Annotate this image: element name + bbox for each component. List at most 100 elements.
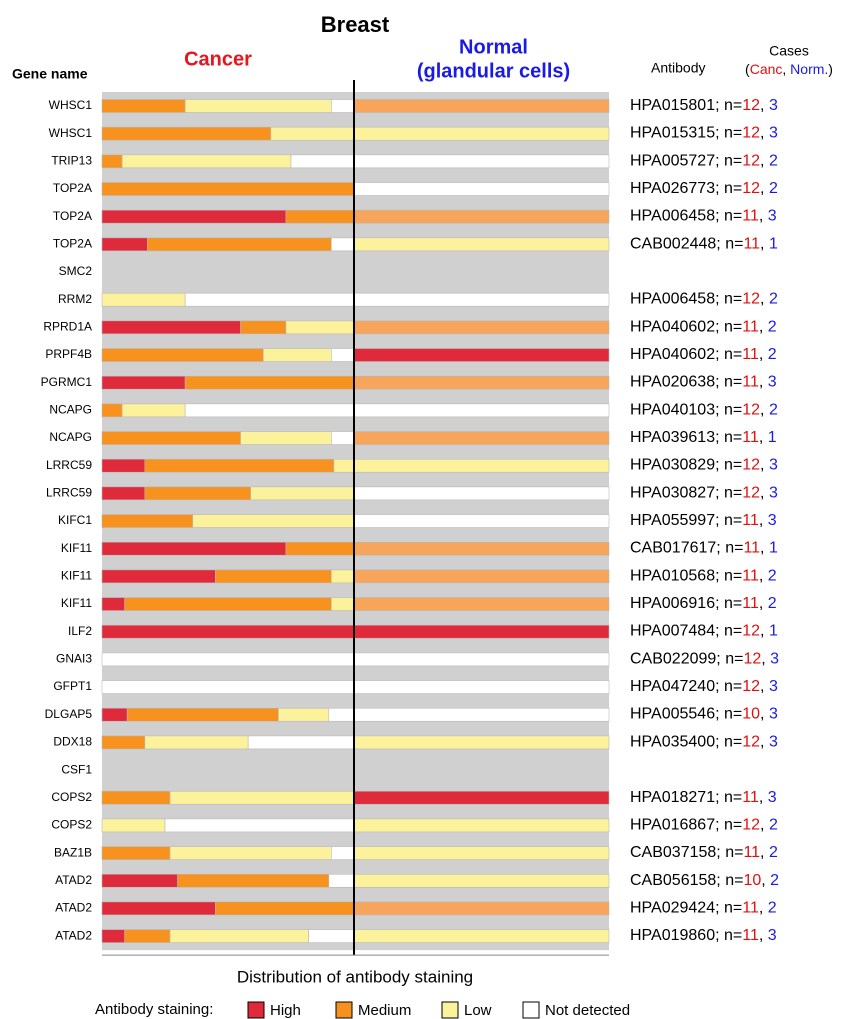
bar-segment: [192, 514, 355, 528]
antibody-label: HPA030827; n=12, 3: [630, 485, 778, 502]
n-separator: ,: [759, 346, 768, 363]
panel-title: (glandular cells): [417, 60, 570, 82]
antibody: HPA006916: [630, 595, 715, 612]
cases-legend-part: ): [828, 61, 833, 77]
bar-segment: [101, 514, 194, 528]
n-prefix: ; n=: [715, 402, 742, 419]
bar-segment: [331, 348, 355, 362]
n-prefix: ; n=: [715, 512, 742, 529]
antibody-label: HPA020638; n=11, 3: [630, 374, 777, 391]
bar-segment: [101, 569, 216, 584]
n-normal: 1: [769, 623, 778, 640]
antibody-label: HPA006458; n=11, 3: [630, 208, 777, 225]
antibody-label: HPA040103; n=12, 2: [630, 402, 778, 419]
gene-label: DDX18: [53, 735, 92, 749]
n-prefix: ; n=: [715, 623, 742, 640]
antibody: CAB022099: [630, 651, 716, 668]
antibody-label: HPA040602; n=11, 2: [630, 319, 777, 336]
gene-label: LRRC59: [46, 486, 92, 500]
bar-segment: [101, 735, 146, 750]
bar-segment: [101, 707, 128, 722]
n-prefix: ; n=: [715, 125, 742, 142]
n-normal: 2: [769, 844, 778, 861]
cases-legend-part: Canc: [750, 61, 783, 77]
n-normal: 3: [768, 374, 777, 391]
antibody: CAB017617: [630, 540, 716, 557]
n-normal: 1: [768, 429, 777, 446]
antibody-header: Antibody: [651, 60, 705, 76]
antibody: HPA007484: [630, 623, 715, 640]
bar-segment: [101, 348, 264, 362]
bar-segment: [101, 403, 123, 418]
n-separator: ,: [759, 568, 768, 585]
antibody-label: HPA030829; n=12, 3: [630, 457, 778, 474]
n-separator: ,: [760, 457, 769, 474]
cases-legend-part: Norm.: [790, 61, 828, 77]
bar-segment: [353, 514, 610, 528]
n-normal: 3: [768, 927, 777, 944]
gene-label: COPS2: [51, 818, 92, 832]
bar-segment: [353, 735, 610, 750]
antibody-label: HPA010568; n=11, 2: [630, 568, 777, 585]
antibody-label: HPA019860; n=11, 3: [630, 927, 777, 944]
n-cancer: 12: [742, 153, 760, 170]
gene-label: LRRC59: [46, 458, 92, 472]
n-normal: 2: [768, 319, 777, 336]
bar-segment: [144, 735, 249, 750]
antibody: HPA040602: [630, 319, 715, 336]
bar-segment: [331, 846, 355, 860]
n-prefix: ; n=: [715, 374, 742, 391]
bar-segment: [101, 154, 123, 169]
n-prefix: ; n=: [715, 291, 742, 308]
n-separator: ,: [760, 540, 769, 557]
antibody: HPA015801: [630, 97, 715, 114]
bar-segment: [121, 154, 292, 169]
n-normal: 3: [769, 706, 778, 723]
cases-header: Cases: [769, 43, 809, 59]
bar-segment: [184, 292, 355, 307]
bar-segment: [262, 348, 332, 362]
n-prefix: ; n=: [715, 706, 742, 723]
n-separator: ,: [759, 595, 768, 612]
bar-segment: [353, 99, 610, 113]
bar-segment: [285, 541, 355, 556]
n-prefix: ; n=: [715, 208, 742, 225]
antibody-label: HPA005727; n=12, 2: [630, 153, 778, 170]
legend-swatch: [441, 1001, 459, 1019]
n-cancer: 12: [742, 678, 760, 695]
cases-legend-part: (: [745, 61, 750, 77]
n-normal: 2: [769, 153, 778, 170]
n-separator: ,: [759, 900, 768, 917]
bar-segment: [215, 901, 355, 916]
n-normal: 3: [768, 512, 777, 529]
n-prefix: ; n=: [715, 97, 742, 114]
antibody: HPA035400: [630, 734, 715, 751]
antibody: HPA055997: [630, 512, 715, 529]
n-separator: ,: [760, 485, 769, 502]
cases-legend: (Canc, Norm.): [745, 61, 833, 77]
antibody: HPA030827: [630, 485, 715, 502]
n-prefix: ; n=: [715, 789, 742, 806]
n-separator: ,: [759, 374, 768, 391]
n-separator: ,: [760, 402, 769, 419]
n-prefix: ; n=: [716, 236, 743, 253]
gene-label: ATAD2: [55, 873, 92, 887]
bar-segment: [101, 541, 287, 556]
antibody: HPA016867: [630, 817, 715, 834]
n-normal: 2: [769, 817, 778, 834]
panel-title: Normal: [459, 36, 528, 58]
antibody-label: HPA016867; n=12, 2: [630, 817, 778, 834]
gene-label: RPRD1A: [43, 320, 92, 334]
bar-segment: [124, 597, 332, 611]
antibody-label: CAB022099; n=12, 3: [630, 651, 779, 668]
n-separator: ,: [760, 125, 769, 142]
antibody: HPA040602: [630, 346, 715, 363]
legend-label: Medium: [358, 1002, 411, 1019]
bar-segment: [101, 929, 125, 943]
legend-swatch: [522, 1001, 540, 1019]
n-cancer: 11: [742, 319, 759, 336]
chart-title: Breast: [321, 12, 390, 37]
bar-segment: [353, 154, 610, 169]
n-separator: ,: [760, 623, 769, 640]
